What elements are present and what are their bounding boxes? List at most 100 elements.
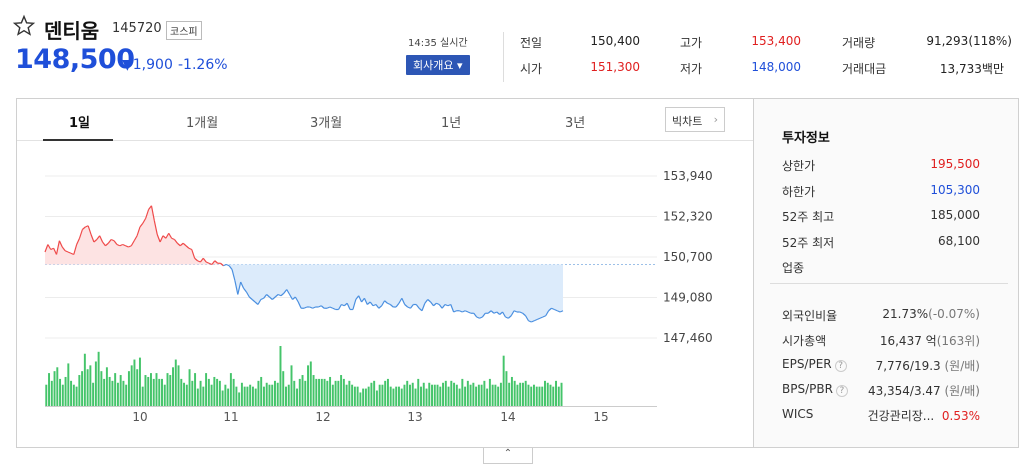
volume-bar [53,371,56,406]
eps-help-icon[interactable]: ? [834,360,847,372]
volume-bar [326,380,329,406]
collapse-toggle-button[interactable]: ⌃ [483,448,533,464]
volume-bar [397,386,400,406]
price-segment [99,235,104,243]
price-segment [174,239,178,244]
volume-bar [144,375,147,406]
volume-bar [364,388,367,406]
price-segment [479,316,483,319]
price-segment [199,257,204,263]
52w-high-value: 185,000 [930,208,980,222]
volume-bar [188,369,191,406]
volume-bar [411,382,414,406]
price-segment [274,294,279,298]
tab-1year[interactable]: 1년 [441,116,462,131]
volume-bar [92,382,95,406]
price-segment [487,310,492,314]
price-segment [277,293,282,297]
price-segment [525,315,529,322]
price-segment [205,261,210,264]
eps-per-label: EPS/PER [782,357,832,371]
x-tick-label: 14 [500,410,515,424]
volume-bar [403,384,406,406]
volume-bar [108,376,111,406]
price-segment [507,315,512,319]
y-tick-label: 153,940 [663,169,713,183]
eps-per-row: EPS/PER? 7,776/19.3 (원/배) [782,357,980,373]
price-segment [395,302,400,308]
price-segment [165,232,170,239]
volume-bar [477,384,480,406]
price-segment [404,304,408,308]
volume-bar [447,386,450,406]
volume-bar [48,373,51,406]
quote-label-high: 고가 [680,36,703,50]
tab-3year[interactable]: 3년 [565,116,586,131]
price-segment [260,297,264,301]
price-segment [522,312,526,317]
big-chart-button[interactable]: 빅차트 › [665,107,725,132]
price-segment [156,234,161,243]
foreign-ratio-change: (-0.07%) [928,307,980,321]
price-segment [355,295,360,300]
company-overview-button[interactable]: 회사개요 ▾ [406,55,470,75]
volume-bar [262,386,265,406]
market-cap-value: 16,437 억 [879,334,937,348]
price-segment [58,240,63,248]
tab-1month[interactable]: 1개월 [186,116,219,131]
volume-bar [318,378,321,406]
price-segment [519,311,523,314]
price-segment [107,239,112,244]
price-segment [539,316,544,319]
volume-bar [83,353,86,406]
volume-bar [381,384,384,406]
price-segment [551,307,555,311]
price-segment [476,316,480,319]
volume-bar [114,373,117,406]
upper-limit-label: 상한가 [782,159,816,173]
volume-bar [127,371,130,406]
volume-bar [458,388,461,406]
volume-bar [345,384,348,406]
price-segment [441,304,446,309]
tab-3month[interactable]: 3개월 [310,116,343,131]
volume-bar [552,386,555,406]
price-segment [464,310,469,313]
price-segment [223,263,227,267]
price-segment [122,243,126,247]
stock-name: 덴티움 [44,19,100,43]
volume-bar [251,386,254,406]
market-cap-row: 시가총액 16,437 억(163위) [782,332,980,349]
volume-bar [59,378,62,406]
price-area-down [45,264,563,322]
price-segment [116,243,121,247]
volume-bar [287,384,290,406]
price-segment [44,244,49,253]
volume-bar [152,378,155,406]
volume-bar [320,378,323,406]
price-segment [228,265,233,270]
volume-bar [546,382,549,406]
volume-bar [67,363,70,406]
price-segment [303,306,308,309]
wics-sector-value[interactable]: 건강관리장... [867,409,935,423]
price-segment [73,244,78,255]
chart-area: 1일 1개월 3개월 1년 3년 빅차트 › 153,940 152,320 150… [17,99,753,447]
price-segment [559,310,564,313]
price-segment [280,292,285,297]
price-segment [513,310,518,313]
price-segment [436,302,440,306]
intraday-chart[interactable]: 153,940 152,320 150,700 149,080 147,460 10 11… [17,141,753,446]
52w-low-label: 52주 최저 [782,236,835,250]
tab-1day[interactable]: 1일 [69,116,91,131]
price-segment [254,301,259,305]
price-segment [438,304,443,309]
price-segment [176,242,181,247]
volume-bar [475,386,478,406]
bps-help-icon[interactable]: ? [835,385,848,397]
volume-bar [75,386,78,406]
volume-bar [125,384,128,406]
volume-bar [442,382,445,406]
favorite-star-icon[interactable] [12,14,36,38]
volume-bar [312,375,315,406]
